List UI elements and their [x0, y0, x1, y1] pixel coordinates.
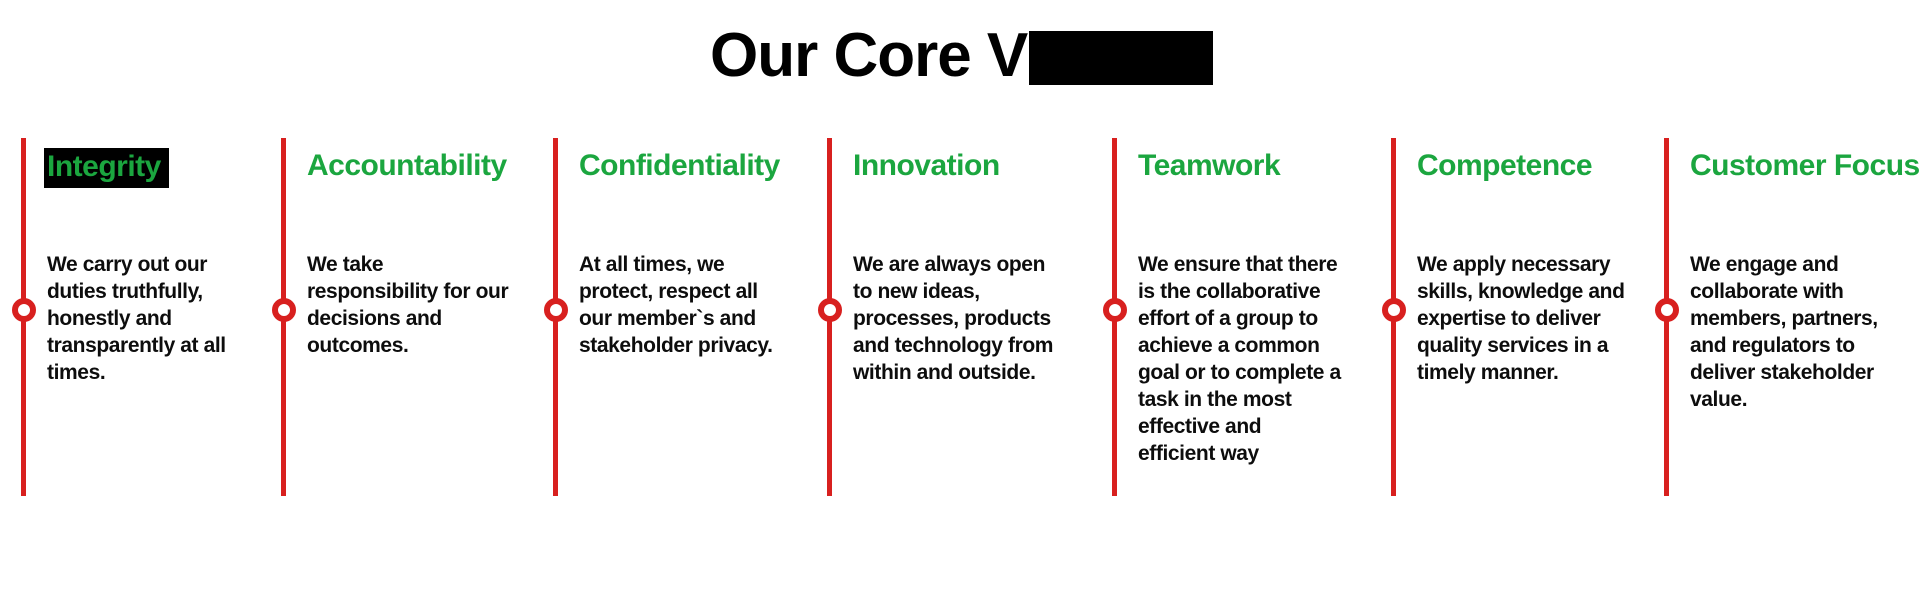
- value-description: We carry out our duties truthfully, hone…: [47, 253, 226, 384]
- value-heading: Integrity: [44, 148, 169, 188]
- value-heading-label: Confidentiality: [579, 149, 780, 182]
- value-timeline-dot-icon: [1382, 298, 1406, 322]
- value-column: Innovation We are always open to new ide…: [818, 0, 1100, 600]
- value-column: Teamwork We ensure that there is the col…: [1103, 0, 1385, 600]
- value-heading-label: Competence: [1417, 149, 1593, 182]
- value-timeline-dot-icon: [818, 298, 842, 322]
- value-heading-label: Teamwork: [1138, 149, 1281, 182]
- value-heading: Competence: [1417, 148, 1593, 184]
- title-row: Our Core V: [710, 21, 1214, 90]
- value-heading-label: Accountability: [307, 149, 507, 182]
- value-heading-label: Integrity: [44, 148, 169, 188]
- value-timeline-dot-icon: [1655, 298, 1679, 322]
- value-description: We ensure that there is the collaborativ…: [1138, 253, 1341, 465]
- value-timeline-dot-icon: [272, 298, 296, 322]
- value-description: We apply necessary skills, knowledge and…: [1417, 253, 1625, 384]
- value-heading-label: Innovation: [853, 149, 1000, 182]
- value-heading-label: Customer Focus: [1690, 149, 1920, 182]
- value-heading: Teamwork: [1138, 148, 1281, 184]
- value-description: At all times, we protect, respect all ou…: [579, 253, 773, 357]
- value-heading: Innovation: [853, 148, 1000, 184]
- value-timeline-dot-icon: [1103, 298, 1127, 322]
- value-column: Integrity We carry out our duties truthf…: [12, 0, 294, 600]
- value-column: Competence We apply necessary skills, kn…: [1382, 0, 1664, 600]
- value-column: Accountability We take responsibility fo…: [272, 0, 554, 600]
- value-timeline-dot-icon: [544, 298, 568, 322]
- value-column: Confidentiality At all times, we protect…: [544, 0, 826, 600]
- title-redaction-box: [1029, 31, 1214, 85]
- page-title: Our Core V: [710, 21, 1028, 90]
- value-description: We are always open to new ideas, process…: [853, 253, 1054, 384]
- value-heading: Customer Focus: [1690, 148, 1920, 184]
- value-description: We engage and collaborate with members, …: [1690, 253, 1878, 411]
- value-column: Customer Focus We engage and collaborate…: [1655, 0, 1920, 600]
- value-timeline-dot-icon: [12, 298, 36, 322]
- value-description: We take responsibility for our decisions…: [307, 253, 509, 357]
- value-heading: Accountability: [307, 148, 507, 184]
- value-heading: Confidentiality: [579, 148, 780, 184]
